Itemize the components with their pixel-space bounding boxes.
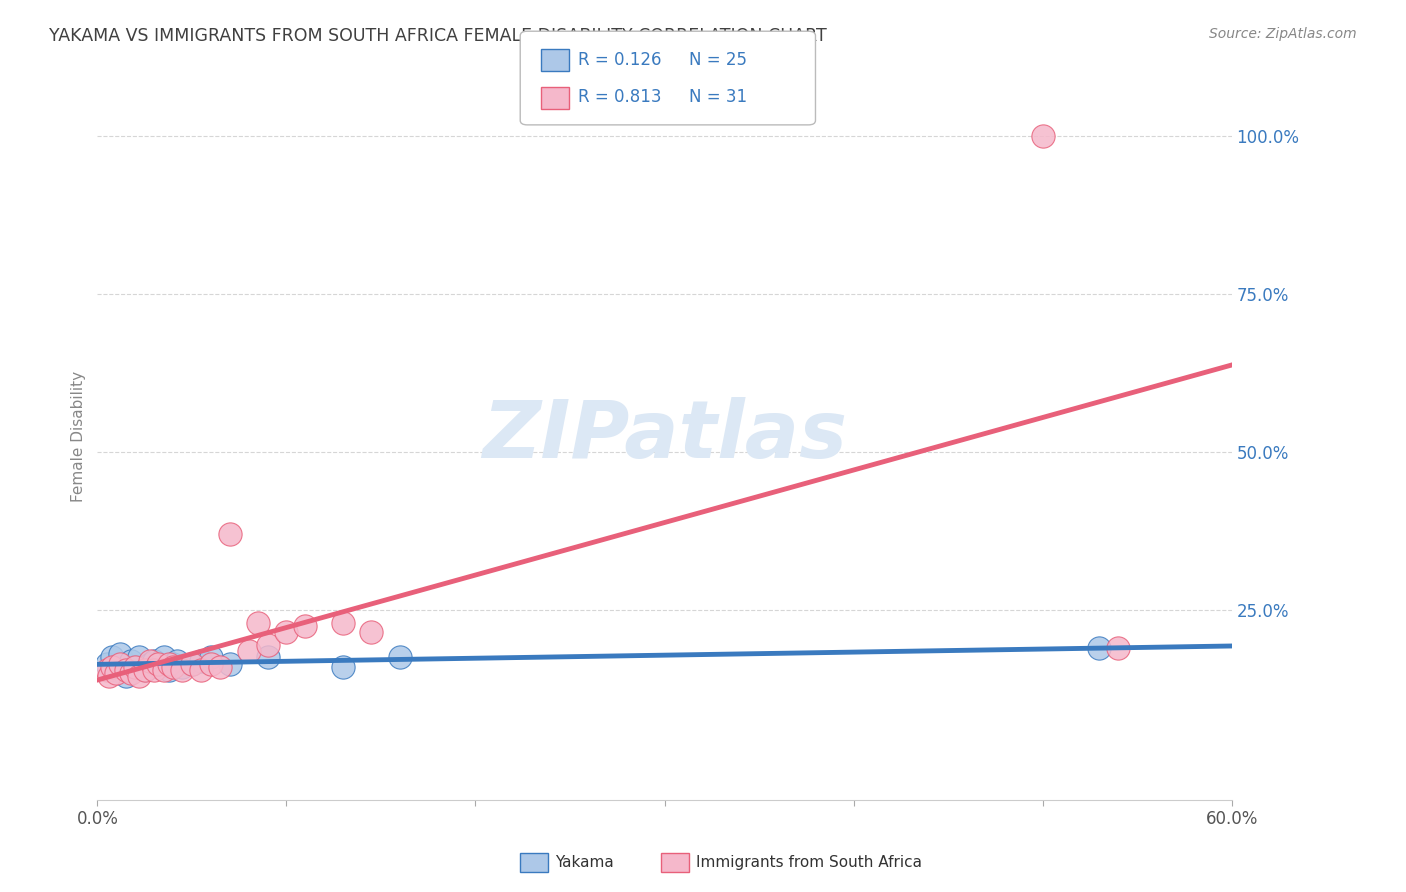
- Point: [152, 650, 174, 665]
- Point: [162, 657, 184, 671]
- Point: [134, 663, 156, 677]
- Point: [1107, 640, 1129, 655]
- Text: Immigrants from South Africa: Immigrants from South Africa: [696, 855, 922, 870]
- Point: [157, 657, 180, 671]
- Point: [218, 657, 240, 671]
- Point: [124, 660, 146, 674]
- Point: [108, 657, 131, 671]
- Text: Source: ZipAtlas.com: Source: ZipAtlas.com: [1209, 27, 1357, 41]
- Point: [143, 663, 166, 677]
- Point: [1088, 640, 1111, 655]
- Point: [172, 660, 194, 674]
- Point: [124, 660, 146, 674]
- Point: [105, 663, 128, 677]
- Point: [157, 663, 180, 677]
- Point: [200, 650, 222, 665]
- Point: [190, 663, 212, 677]
- Point: [388, 650, 411, 665]
- Point: [218, 527, 240, 541]
- Point: [190, 654, 212, 668]
- Point: [134, 663, 156, 677]
- Point: [114, 663, 136, 677]
- Y-axis label: Female Disability: Female Disability: [72, 371, 86, 502]
- Text: N = 31: N = 31: [689, 88, 747, 106]
- Point: [120, 666, 142, 681]
- Point: [139, 654, 162, 668]
- Point: [101, 650, 124, 665]
- Text: R = 0.813: R = 0.813: [578, 88, 661, 106]
- Point: [114, 669, 136, 683]
- Point: [256, 650, 278, 665]
- Point: [162, 660, 184, 674]
- Point: [332, 615, 354, 630]
- Point: [200, 657, 222, 671]
- Point: [143, 654, 166, 668]
- Text: ZIPatlas: ZIPatlas: [482, 397, 846, 475]
- Point: [247, 615, 270, 630]
- Point: [146, 657, 169, 671]
- Point: [294, 619, 316, 633]
- Point: [96, 663, 118, 677]
- Point: [105, 666, 128, 681]
- Text: Yakama: Yakama: [555, 855, 614, 870]
- Point: [166, 654, 188, 668]
- Point: [128, 669, 150, 683]
- Point: [96, 657, 118, 671]
- Point: [108, 647, 131, 661]
- Point: [139, 657, 162, 671]
- Point: [120, 654, 142, 668]
- Point: [180, 657, 202, 671]
- Point: [209, 660, 232, 674]
- Point: [238, 644, 260, 658]
- Point: [152, 663, 174, 677]
- Text: N = 25: N = 25: [689, 51, 747, 69]
- Point: [172, 663, 194, 677]
- Point: [180, 657, 202, 671]
- Point: [146, 660, 169, 674]
- Point: [360, 625, 382, 640]
- Point: [256, 638, 278, 652]
- Text: R = 0.126: R = 0.126: [578, 51, 661, 69]
- Point: [101, 660, 124, 674]
- Point: [1032, 129, 1054, 144]
- Text: YAKAMA VS IMMIGRANTS FROM SOUTH AFRICA FEMALE DISABILITY CORRELATION CHART: YAKAMA VS IMMIGRANTS FROM SOUTH AFRICA F…: [49, 27, 827, 45]
- Point: [276, 625, 298, 640]
- Point: [128, 650, 150, 665]
- Point: [97, 669, 120, 683]
- Point: [332, 660, 354, 674]
